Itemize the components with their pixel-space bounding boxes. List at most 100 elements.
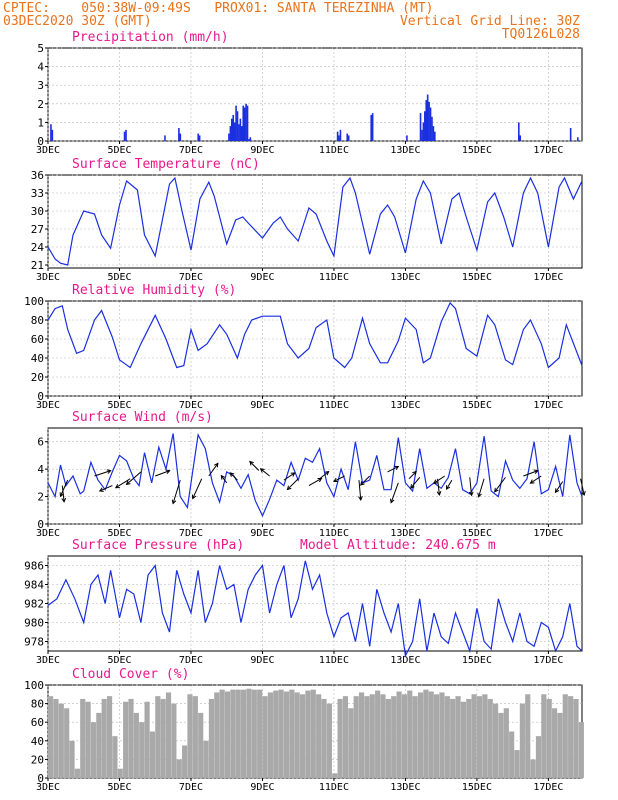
y-tick-label: 2 xyxy=(37,98,44,111)
header-grid-line: Vertical Grid Line: 30Z xyxy=(399,14,580,29)
cloud-bar xyxy=(482,694,488,778)
precip-bar xyxy=(125,129,127,141)
wind-arrow xyxy=(126,471,142,485)
wind-arrow-head xyxy=(259,468,265,473)
wind-arrow xyxy=(360,475,371,486)
x-tick-label: 13DEC xyxy=(390,782,420,793)
x-tick-label: 17DEC xyxy=(533,272,563,283)
cloud-bar xyxy=(519,703,525,778)
chart-title: Cloud Cover (%) xyxy=(72,667,189,682)
cloud-bar xyxy=(514,750,520,778)
cloud-bar xyxy=(417,692,424,778)
cloud-bar xyxy=(546,698,552,778)
x-tick-label: 7DEC xyxy=(179,655,203,666)
precip-bar xyxy=(197,133,200,141)
wind-arrow-head xyxy=(191,494,197,500)
precip-bar xyxy=(569,127,572,141)
precip-bar xyxy=(241,126,243,141)
precip-bar xyxy=(245,103,247,141)
precip-bar xyxy=(419,113,422,141)
y-tick-label: 0 xyxy=(37,518,44,531)
cloud-bar xyxy=(551,708,558,778)
wind-arrow xyxy=(469,477,473,496)
y-tick-label: 982 xyxy=(24,598,44,611)
y-tick-label: 0 xyxy=(37,390,44,403)
y-tick-label: 978 xyxy=(24,636,44,649)
y-tick-label: 40 xyxy=(31,352,44,365)
wind-arrow-head xyxy=(410,484,415,489)
x-tick-label: 9DEC xyxy=(250,400,274,411)
wind-arrow-head xyxy=(114,484,120,489)
wind-arrow xyxy=(155,470,170,477)
precip-bar xyxy=(428,101,430,141)
cloud-bar xyxy=(305,690,311,778)
precip-bar xyxy=(431,116,433,141)
wind-arrow xyxy=(580,478,585,496)
cloud-bar xyxy=(401,694,408,778)
precip-bar xyxy=(434,131,436,141)
cloud-bar xyxy=(48,696,54,778)
cloud-bar xyxy=(80,698,86,778)
x-tick-label: 5DEC xyxy=(107,400,131,411)
precip-bar xyxy=(235,105,237,141)
cloud-bar xyxy=(557,712,563,778)
cloud-bar xyxy=(337,698,343,778)
cloud-bar xyxy=(332,773,338,778)
y-tick-label: 0 xyxy=(37,772,44,785)
cloud-bar xyxy=(498,712,504,778)
precip-bar xyxy=(347,135,350,141)
precip-bar xyxy=(238,124,240,141)
wind-arrow-head xyxy=(445,485,451,491)
cloud-bar xyxy=(149,731,156,778)
y-tick-label: 984 xyxy=(24,579,44,592)
cloud-bar xyxy=(123,701,129,778)
cloud-bar xyxy=(466,698,472,778)
cloud-bar xyxy=(101,698,107,778)
precip-bar xyxy=(179,133,182,141)
x-tick-label: 7DEC xyxy=(179,528,203,539)
wind-arrow-head xyxy=(581,490,586,496)
y-tick-label: 60 xyxy=(31,333,44,346)
precip-bar xyxy=(198,135,201,141)
y-tick-label: 60 xyxy=(31,716,44,729)
wind-arrow xyxy=(523,470,538,477)
x-tick-label: 13DEC xyxy=(390,400,420,411)
wind-arrow xyxy=(308,477,322,487)
cloud-bar xyxy=(155,696,161,778)
x-tick-label: 9DEC xyxy=(250,272,274,283)
y-tick-label: 24 xyxy=(31,241,45,254)
x-tick-label: 17DEC xyxy=(533,655,563,666)
series-line xyxy=(47,432,583,518)
y-tick-label: 1 xyxy=(37,116,44,129)
cloud-bar xyxy=(117,768,123,778)
cloud-bar xyxy=(106,696,113,778)
x-tick-label: 9DEC xyxy=(250,145,274,156)
x-tick-label: 7DEC xyxy=(179,272,203,283)
wind-arrow-head xyxy=(286,485,292,491)
x-tick-label: 11DEC xyxy=(319,145,349,156)
precip-bar xyxy=(229,126,232,141)
cloud-bar xyxy=(235,689,241,778)
x-tick-label: 3DEC xyxy=(36,145,60,156)
precip-bar xyxy=(164,135,166,141)
wind-arrow-head xyxy=(554,488,560,494)
cloud-bar xyxy=(471,694,477,778)
x-tick-label: 15DEC xyxy=(462,655,492,666)
cloud-bar xyxy=(160,698,166,778)
x-tick-label: 3DEC xyxy=(36,528,60,539)
model-altitude-label: Model Altitude: 240.675 m xyxy=(300,538,496,553)
precip-bar xyxy=(429,107,432,141)
cloud-bar xyxy=(203,740,209,778)
x-tick-label: 5DEC xyxy=(107,528,131,539)
wind-arrow-head xyxy=(477,492,482,498)
precip-bar xyxy=(422,122,425,141)
x-tick-label: 7DEC xyxy=(179,400,203,411)
x-tick-label: 17DEC xyxy=(533,145,563,156)
x-tick-label: 13DEC xyxy=(390,272,420,283)
cloud-bar xyxy=(450,698,456,778)
precip-bar xyxy=(406,135,408,141)
cloud-bar xyxy=(375,690,381,778)
chart-temp: 21 24 27 30 33 36 3DEC 5DEC 7DEC 9DEC 11DEC 13DEC 15… xyxy=(31,157,583,283)
x-tick-label: 5DEC xyxy=(107,272,131,283)
cloud-bar xyxy=(299,694,306,778)
